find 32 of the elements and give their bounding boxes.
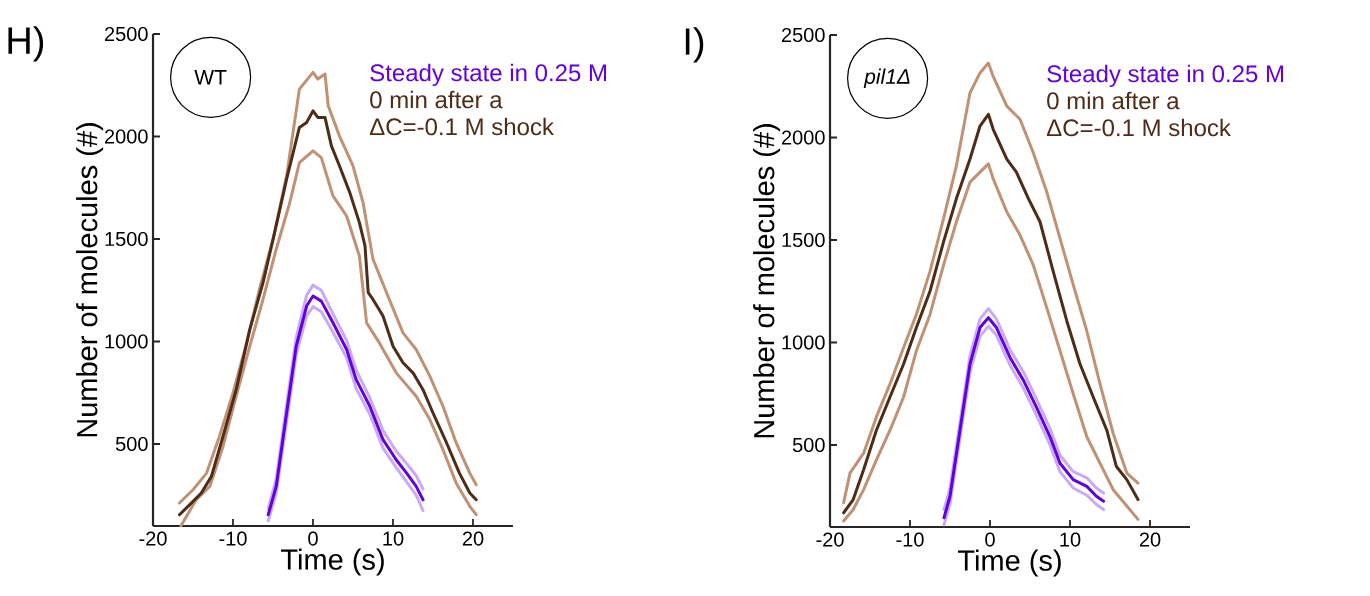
text: Steady state in 0.25 M (370, 63, 607, 87)
x-tick-label: -10 (219, 531, 247, 546)
y-tick-label: 1000 (782, 335, 825, 350)
y-tick-label: 500 (115, 436, 148, 452)
series-label: 0 min after a ΔC=-0.1 M shock (369, 90, 554, 136)
y-tick-label: 2000 (104, 129, 148, 144)
x-tick-label: 20 (462, 531, 484, 546)
annotation: pil1Δ (863, 68, 910, 89)
y-tick-label: 2500 (781, 27, 825, 43)
y-axis-title: Number of molecules (#) (76, 123, 104, 437)
y-tick-label: 1000 (105, 334, 148, 349)
x-tick-label: 0 (308, 531, 318, 546)
x-tick-label: 10 (1060, 532, 1081, 547)
y-tick-label: 2500 (104, 26, 148, 42)
text: Steady state in 0.25 M (1047, 64, 1283, 88)
y-tick-label: 500 (792, 437, 825, 453)
x-tick-label: -20 (139, 531, 167, 546)
x-tick-label: 20 (1139, 532, 1161, 547)
y-tick-label: 2000 (781, 130, 825, 145)
y-tick-label: 1500 (105, 231, 148, 247)
text: H) (8, 26, 44, 62)
text: I) (685, 27, 704, 63)
y-axis-title: Number of molecules (#) (753, 124, 781, 438)
x-tick-label: -10 (896, 532, 924, 547)
series-label: 0 min after a ΔC=-0.1 M shock (1046, 91, 1231, 137)
x-tick-label: -20 (816, 532, 844, 547)
x-tick-label: 10 (383, 531, 404, 546)
x-axis-title: Time (s) (958, 549, 1061, 577)
x-tick-label: 0 (985, 532, 995, 547)
x-axis-title: Time (s) (281, 548, 384, 576)
annotation: WT (194, 70, 227, 85)
y-tick-label: 1500 (782, 232, 825, 248)
